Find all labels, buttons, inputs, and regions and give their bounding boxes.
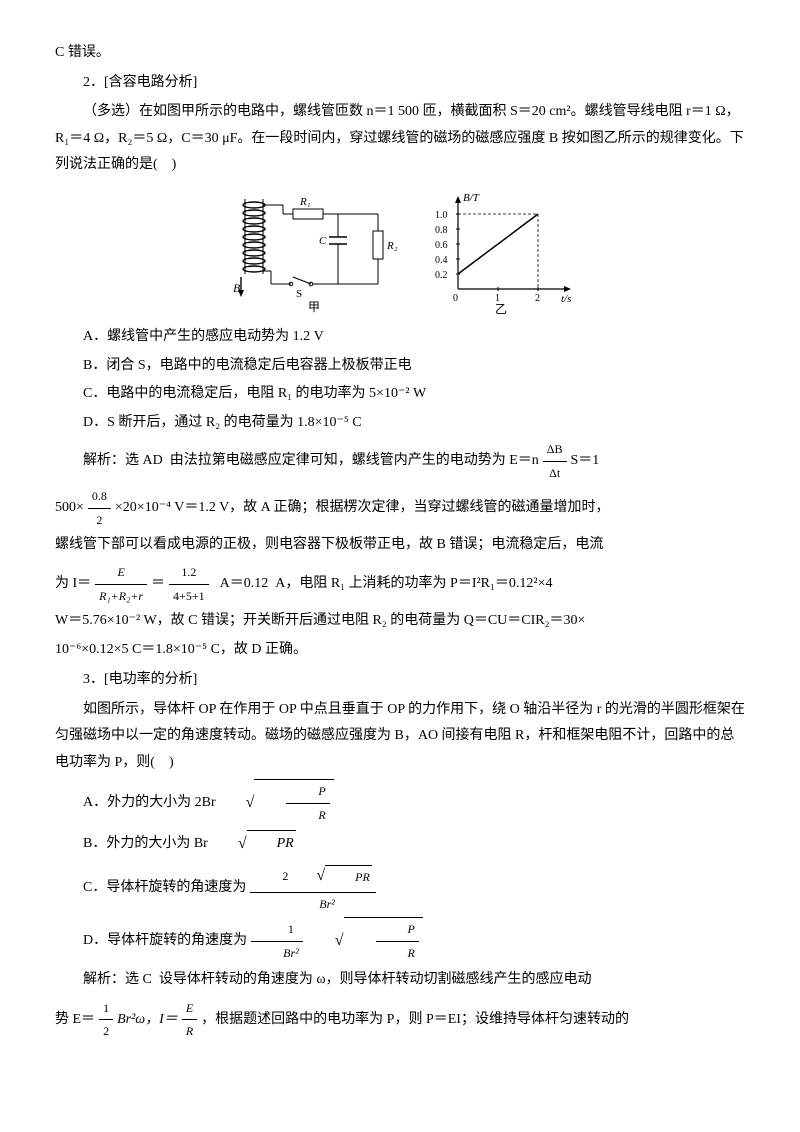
caption-b: 乙 <box>495 302 507 314</box>
q3-opt-d: D．导体杆旋转的角速度为 1Br² √PR <box>55 917 745 965</box>
c-label: C <box>319 235 327 247</box>
b-label: B <box>233 281 241 295</box>
ytick: 1.0 <box>435 210 448 221</box>
ytick: 0.8 <box>435 225 448 236</box>
circuit-diagram: B R₁ R₂ C S 甲 <box>223 189 403 314</box>
q3-opt-b: B．外力的大小为 Br √PR <box>55 829 745 859</box>
ytick: 0.2 <box>435 270 448 281</box>
q3-sol-line1: 解析：选 C 设导体杆转动的角速度为 ω，则导体杆转动切割磁感线产生的感应电动 <box>55 967 745 994</box>
r1-label: R₁ <box>299 196 311 208</box>
bt-graph: B/T t/s 1.0 0.8 0.6 0.4 0.2 0 1 2 乙 <box>423 189 578 314</box>
q2-opt-d: D．S 断开后，通过 R₂ 的电荷量为 1.8×10⁻⁵ C <box>55 410 745 437</box>
r2-label: R₂ <box>386 240 398 252</box>
q2-opt-c: C．电路中的电流稳定后，电阻 R₁ 的电功率为 5×10⁻² W <box>55 381 745 408</box>
q3-opt-c: C．导体杆旋转的角速度为 2√PR Br² <box>55 861 745 915</box>
q3-intro: 如图所示，导体杆 OP 在作用于 OP 中点且垂直于 OP 的力作用下，绕 O … <box>55 697 745 777</box>
x-label: t/s <box>561 293 571 305</box>
ytick: 0.6 <box>435 240 448 251</box>
q2-sol-line3: 螺线管下部可以看成电源的正极，则电容器下极板带正电，故 B 错误；电流稳定后，电… <box>55 532 745 559</box>
q3-opt-a: A．外力的大小为 2Br √PR <box>55 779 745 827</box>
caption-a: 甲 <box>308 300 320 314</box>
prev-page-tail: C 错误。 <box>55 40 745 67</box>
q3-title: 3．[电功率的分析] <box>55 667 745 694</box>
q2-sol-line5: W＝5.76×10⁻² W，故 C 错误；开关断开后通过电阻 R₂ 的电荷量为 … <box>55 608 745 635</box>
ytick: 0.4 <box>435 255 448 266</box>
q3-sol-line2: 势 E＝ 12 Br²ω，I＝ ER ，根据题述回路中的电功率为 P，则 P＝E… <box>55 997 745 1044</box>
q2-opt-b: B．闭合 S，电路中的电流稳定后电容器上极板带正电 <box>55 353 745 380</box>
xtick: 0 <box>453 293 458 304</box>
q2-opt-a: A．螺线管中产生的感应电动势为 1.2 V <box>55 324 745 351</box>
xtick: 2 <box>535 293 540 304</box>
q2-intro: （多选）在如图甲所示的电路中，螺线管匝数 n＝1 500 匝，横截面积 S＝20… <box>55 99 745 179</box>
q2-sol-line2: 500× 0.82 ×20×10⁻⁴ V＝1.2 V，故 A 正确；根据楞次定律… <box>55 485 745 532</box>
figure-row: B R₁ R₂ C S 甲 B/T t/s <box>55 189 745 314</box>
q2-sol-line1: 解析：选 AD 由法拉第电磁感应定律可知，螺线管内产生的电动势为 E＝n ΔBΔ… <box>83 438 745 485</box>
q2-title: 2．[含容电路分析] <box>55 70 745 97</box>
s-label: S <box>296 288 302 300</box>
q2-sol-line6: 10⁻⁶×0.12×5 C＝1.8×10⁻⁵ C，故 D 正确。 <box>55 637 745 664</box>
q2-sol-line4: 为 I＝ ER₁+R₂+r ＝ 1.24+5+1 A＝0.12 A，电阻 R₁ … <box>55 561 745 608</box>
y-label: B/T <box>463 192 480 204</box>
